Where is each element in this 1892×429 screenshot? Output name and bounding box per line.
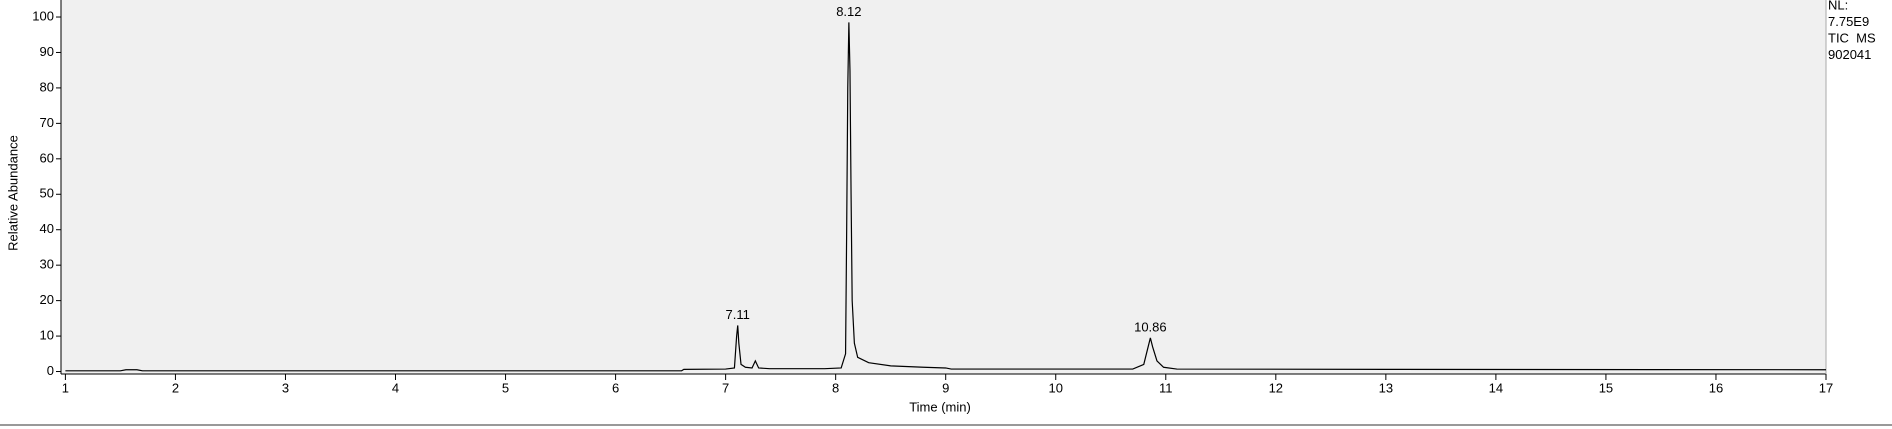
info-text: 902041	[1828, 47, 1871, 62]
y-tick-label: 30	[40, 257, 54, 272]
x-tick-label: 4	[392, 380, 399, 395]
y-tick-label: 20	[40, 292, 54, 307]
x-tick-label: 11	[1159, 380, 1173, 395]
info-text: TIC MS	[1828, 30, 1876, 45]
y-tick-label: 100	[32, 8, 54, 23]
x-tick-label: 16	[1709, 380, 1723, 395]
x-axis-label: Time (min)	[909, 399, 971, 414]
peak-label: 8.12	[836, 4, 861, 19]
info-text: NL:	[1828, 0, 1848, 12]
x-tick-label: 5	[502, 380, 509, 395]
y-tick-label: 80	[40, 79, 54, 94]
x-tick-label: 8	[832, 380, 839, 395]
x-tick-label: 10	[1049, 380, 1063, 395]
y-axis-label: Relative Abundance	[5, 135, 20, 251]
plot-background	[61, 0, 1826, 374]
x-tick-label: 7	[722, 380, 729, 395]
y-tick-label: 10	[40, 328, 54, 343]
x-tick-label: 3	[282, 380, 289, 395]
peak-label: 7.11	[726, 307, 750, 322]
y-tick-label: 50	[40, 186, 54, 201]
x-tick-label: 6	[612, 380, 619, 395]
y-tick-label: 90	[40, 44, 54, 59]
info-text: 7.75E9	[1828, 14, 1869, 29]
x-tick-label: 1	[62, 380, 69, 395]
x-tick-label: 13	[1379, 380, 1393, 395]
trace	[65, 22, 1827, 372]
y-tick-label: 70	[40, 115, 54, 130]
y-tick-label: 40	[40, 221, 54, 236]
x-tick-label: 12	[1269, 380, 1283, 395]
y-tick-label: 0	[47, 363, 54, 378]
y-tick-label: 60	[40, 150, 54, 165]
peak-label: 10.86	[1134, 319, 1167, 334]
x-tick-label: 17	[1819, 380, 1833, 395]
x-tick-label: 2	[172, 380, 179, 395]
x-tick-label: 15	[1599, 380, 1613, 395]
x-tick-label: 14	[1489, 380, 1503, 395]
x-tick-label: 9	[942, 380, 949, 395]
